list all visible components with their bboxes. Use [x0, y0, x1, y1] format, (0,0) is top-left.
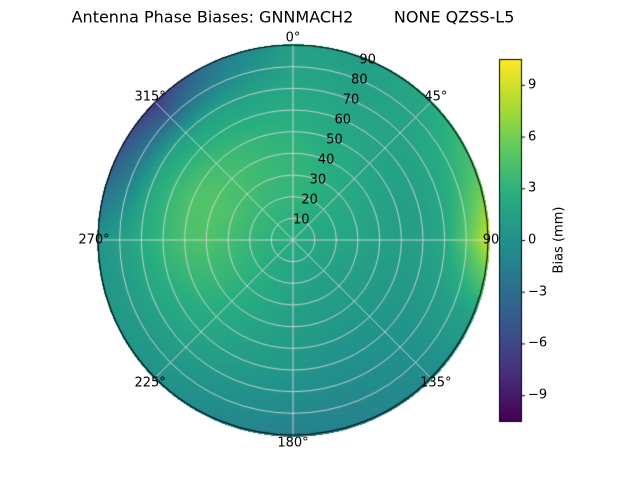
- azimuth-label-135: 135°: [420, 375, 452, 391]
- azimuth-label-45: 45°: [424, 89, 448, 105]
- azimuth-label-180: 180°: [277, 435, 309, 451]
- azimuth-label-225: 225°: [134, 375, 166, 391]
- radial-label-90: 90: [359, 52, 376, 68]
- colorbar-tick-label-3: 3: [528, 180, 537, 196]
- radial-label-60: 60: [334, 112, 352, 128]
- colorbar-tick-label-0: 0: [528, 232, 537, 248]
- colorbar-tick-label--9: −9: [528, 387, 548, 403]
- azimuth-label-90: 90: [482, 232, 500, 248]
- colorbar-tick-label-9: 9: [528, 77, 537, 93]
- colorbar-tick-label--6: −6: [528, 335, 548, 351]
- azimuth-label-270: 270°: [78, 232, 110, 248]
- radial-label-50: 50: [326, 132, 343, 148]
- colorbar-axis-label: Bias (mm): [551, 206, 567, 274]
- radial-label-80: 80: [351, 72, 368, 88]
- colorbar-tick-label-6: 6: [528, 129, 537, 145]
- radial-label-40: 40: [317, 152, 335, 168]
- radial-label-30: 30: [309, 172, 327, 188]
- azimuth-label-315: 315°: [134, 89, 166, 105]
- radial-label-70: 70: [342, 92, 360, 108]
- azimuth-label-0: 0°: [285, 30, 301, 46]
- radial-label-20: 20: [301, 192, 318, 208]
- radial-label-10: 10: [293, 212, 310, 228]
- colorbar-tick-label--3: −3: [528, 284, 548, 300]
